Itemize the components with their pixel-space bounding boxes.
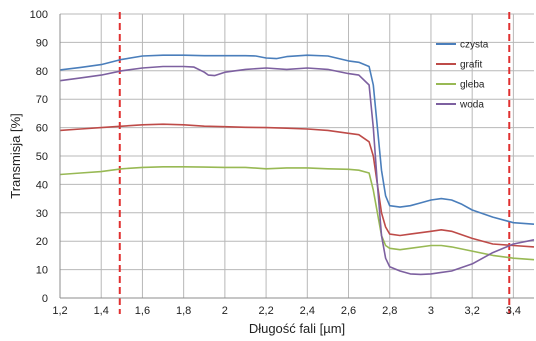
x-tick-label: 2,6 xyxy=(341,305,356,317)
y-tick-label: 20 xyxy=(36,236,48,248)
vertical-markers xyxy=(118,12,511,314)
series-line-gleba xyxy=(59,166,535,261)
y-tick-label: 30 xyxy=(36,208,48,220)
x-tick-label: 1,2 xyxy=(52,305,67,317)
y-tick-label: 50 xyxy=(36,151,48,163)
x-axis-title: Długość fali [µm] xyxy=(249,321,345,336)
y-tick-label: 80 xyxy=(36,66,48,78)
y-tick-label: 60 xyxy=(36,123,48,135)
legend-label: grafit xyxy=(460,60,482,71)
axes xyxy=(59,14,534,299)
x-tick-label: 2,2 xyxy=(258,305,273,317)
x-tick-label: 3,4 xyxy=(506,305,521,317)
x-tick-label: 3,2 xyxy=(465,305,480,317)
x-tick-label: 1,6 xyxy=(135,305,150,317)
x-tick-label: 2 xyxy=(222,305,228,317)
series-line-woda xyxy=(59,65,535,276)
y-tick-label: 90 xyxy=(36,37,48,49)
series-line-czysta xyxy=(59,54,535,225)
x-tick-label: 1,4 xyxy=(94,305,109,317)
y-tick-label: 70 xyxy=(36,94,48,106)
x-tick-label: 1,8 xyxy=(176,305,191,317)
y-tick-label: 40 xyxy=(36,179,48,191)
legend-label: gleba xyxy=(460,80,485,91)
legend-label: czysta xyxy=(460,40,489,51)
series-lines xyxy=(59,54,535,276)
x-tick-labels: 1,2 1,4 1,6 1,8 2 2,2 2,4 2,6 2,8 3 3,2 3,4 xyxy=(52,305,521,317)
x-tick-label: 3 xyxy=(428,305,434,317)
legend-label: woda xyxy=(459,100,484,111)
y-tick-label: 0 xyxy=(42,293,48,305)
y-tick-label: 100 xyxy=(30,9,48,21)
legend: czysta grafit gleba woda xyxy=(436,40,489,111)
series-line-grafit xyxy=(59,123,535,248)
x-tick-label: 2,8 xyxy=(382,305,397,317)
x-tick-label: 2,4 xyxy=(300,305,315,317)
y-tick-labels: 0 10 20 30 40 50 60 70 80 90 100 xyxy=(30,9,48,305)
y-axis-title: Transmisja [%] xyxy=(8,113,23,198)
y-tick-label: 10 xyxy=(36,265,48,277)
